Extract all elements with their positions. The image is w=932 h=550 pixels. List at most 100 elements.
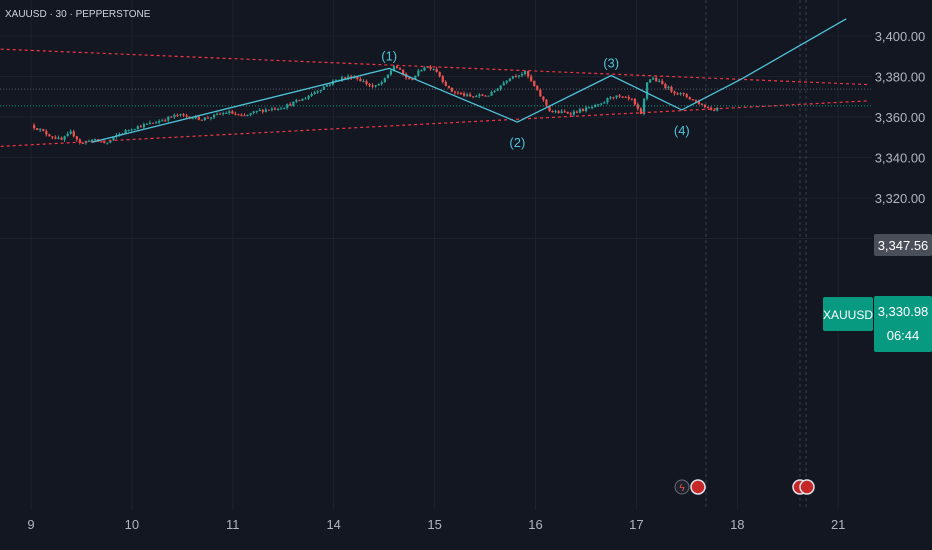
candle-body <box>463 93 466 96</box>
candle-body <box>103 141 106 143</box>
candle-body <box>551 110 554 113</box>
candle-body <box>655 78 658 82</box>
candle-body <box>685 94 688 98</box>
candle-body <box>216 113 219 115</box>
x-tick-label: 14 <box>326 517 340 532</box>
candle-body <box>252 111 255 114</box>
candle-body <box>575 111 579 113</box>
candle-body <box>536 86 539 90</box>
time-axis[interactable]: 9 10 11 14 15 16 17 18 21 <box>27 517 845 532</box>
candle-body <box>304 98 307 100</box>
candle-body <box>206 117 210 119</box>
candle-body <box>636 104 640 109</box>
candle-body <box>676 93 679 95</box>
candle-body <box>627 97 630 99</box>
y-tick-label: 3,380.00 <box>875 70 926 85</box>
trendline-upper[interactable] <box>0 48 869 86</box>
candle-body <box>249 113 252 115</box>
candle-body <box>578 109 582 113</box>
candle-body <box>231 111 234 114</box>
price-axis[interactable]: 3,400.00 3,380.00 3,360.00 3,340.00 3,320.00… <box>875 29 926 247</box>
x-tick-label: 11 <box>226 517 240 532</box>
candle-body <box>100 141 103 143</box>
candle-body <box>142 124 146 128</box>
candle-body <box>438 72 441 77</box>
candle-body <box>545 99 548 106</box>
candle-body <box>148 122 152 124</box>
y-tick-label: 3,340.00 <box>875 151 926 166</box>
candle-body <box>90 139 94 141</box>
candle-body <box>630 98 633 100</box>
candle-body <box>456 92 460 94</box>
event-icons[interactable]: ϟ <box>674 479 815 495</box>
x-tick-label: 21 <box>831 517 845 532</box>
candle-body <box>511 76 515 79</box>
candle-body <box>240 114 243 116</box>
candle-body <box>639 108 643 114</box>
candle-body <box>179 114 182 116</box>
candle-body <box>652 78 655 80</box>
candle-body <box>618 95 621 97</box>
lightning-glyph: ϟ <box>679 483 685 494</box>
last-price-label: 3,330.98 <box>878 304 929 319</box>
candle-body <box>560 111 563 113</box>
candle-body <box>173 114 176 118</box>
trendline-lower[interactable] <box>0 100 869 147</box>
candle-body <box>377 83 380 86</box>
candle-body <box>661 80 664 84</box>
lightning-event-icon[interactable] <box>674 479 690 495</box>
y-tick-label: 3,320.00 <box>875 191 926 206</box>
us-flag-event-icon[interactable] <box>690 479 706 495</box>
candle-body <box>612 97 615 99</box>
symbol-label: XAUUSD <box>823 308 873 322</box>
candle-body <box>563 111 566 113</box>
candle-body <box>170 116 173 118</box>
candle-body <box>112 136 115 141</box>
wave-label: (4) <box>674 123 690 138</box>
candle-body <box>453 91 457 93</box>
candle-body <box>246 114 249 116</box>
candle-body <box>408 77 411 80</box>
candle-body <box>200 119 203 121</box>
candle-body <box>225 112 228 114</box>
candle-body <box>402 69 405 74</box>
candle-body <box>615 95 618 98</box>
candle-body <box>389 70 393 75</box>
y-tick-label: 3,400.00 <box>875 29 926 44</box>
candle-body <box>365 81 368 84</box>
wave-label: (3) <box>603 55 619 70</box>
candle-body <box>51 136 54 138</box>
reference-price-label: 3,347.56 <box>878 238 929 253</box>
candle-body <box>139 126 142 128</box>
candle-body <box>533 80 536 87</box>
candle-body <box>344 77 347 79</box>
candle-body <box>307 96 310 99</box>
candle-body <box>359 78 362 82</box>
trendlines[interactable] <box>0 48 869 147</box>
wave-path[interactable] <box>91 18 847 143</box>
candle-body <box>383 78 386 83</box>
wave-line[interactable] <box>91 18 847 143</box>
candle-body <box>255 110 258 112</box>
candle-body <box>450 87 454 92</box>
candle-body <box>466 94 469 96</box>
candle-body <box>42 129 45 131</box>
candle-body <box>48 134 51 137</box>
candle-body <box>444 81 447 86</box>
candle-body <box>649 79 652 83</box>
candle-body <box>581 109 585 112</box>
candle-body <box>591 107 594 109</box>
candle-body <box>417 70 420 76</box>
candle-body <box>429 66 432 70</box>
candle-body <box>310 94 313 97</box>
candle-body <box>194 116 197 119</box>
x-tick-label: 10 <box>125 517 139 532</box>
candle-body <box>258 109 261 111</box>
candle-body <box>374 85 377 87</box>
candle-body <box>283 107 286 109</box>
candle-body <box>493 90 496 92</box>
candle-body <box>124 130 127 134</box>
us-flag-event-icon[interactable] <box>799 479 815 495</box>
candle-body <box>426 66 429 68</box>
